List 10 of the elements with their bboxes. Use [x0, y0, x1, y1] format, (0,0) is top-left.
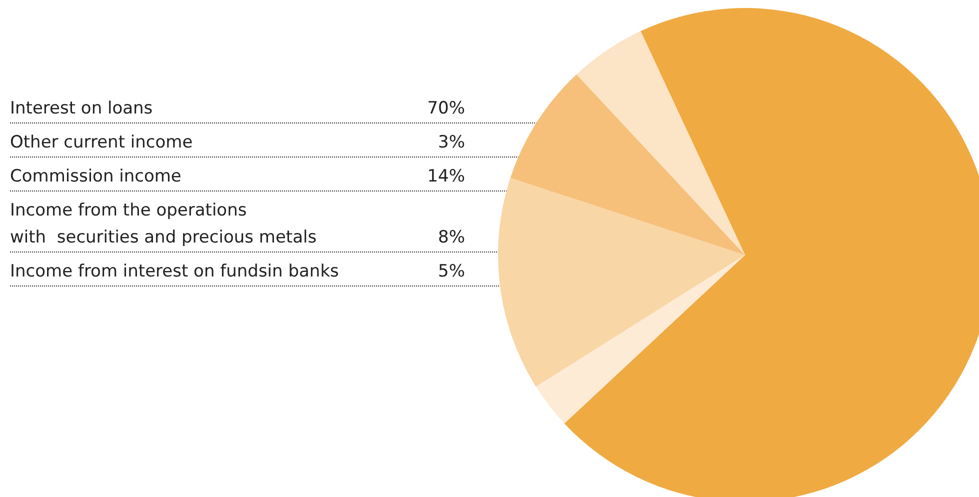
data-label: 8% [438, 228, 465, 248]
data-label: 5% [438, 262, 465, 282]
data-label: 3% [438, 132, 465, 152]
data-label: 14% [427, 166, 465, 186]
slice-label: Other current income [10, 132, 193, 152]
data-label: 70% [427, 98, 465, 118]
slice-label: Income from the operations with securities and precious metals [10, 200, 317, 248]
slice-label: Commission income [10, 166, 182, 186]
slice-label: Income from interest on fundsin banks [10, 262, 340, 282]
slice-label: Interest on loans [10, 98, 153, 118]
